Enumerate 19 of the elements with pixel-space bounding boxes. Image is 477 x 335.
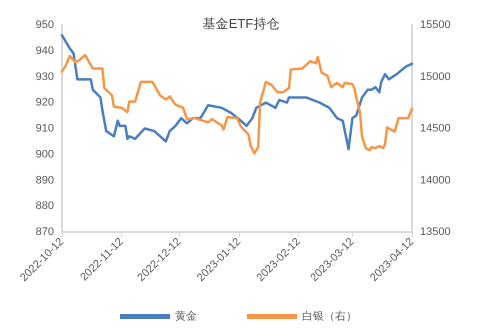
y-tick-label: 910	[36, 122, 54, 134]
y2-tick-label: 15500	[420, 19, 451, 31]
y2-tick-label: 14000	[420, 174, 451, 186]
y-tick-label: 890	[36, 174, 54, 186]
y-tick-label: 920	[36, 96, 54, 109]
y-tick-label: 940	[36, 44, 54, 57]
legend-label: 白银（右）	[302, 310, 357, 322]
y-tick-label: 880	[36, 200, 54, 212]
y-tick-label: 930	[36, 70, 54, 83]
line-series	[60, 34, 414, 150]
y2-tick-label: 13500	[420, 226, 451, 238]
y2-tick-label: 14500	[420, 122, 451, 134]
chart-title: 基金ETF持仓	[202, 16, 280, 31]
legend-label: 黄金	[175, 310, 197, 322]
y-tick-label: 900	[36, 148, 54, 160]
line-series	[60, 54, 414, 155]
y-tick-label: 950	[36, 19, 54, 31]
y2-tick-label: 15000	[420, 70, 451, 83]
y-tick-label: 870	[36, 226, 54, 238]
